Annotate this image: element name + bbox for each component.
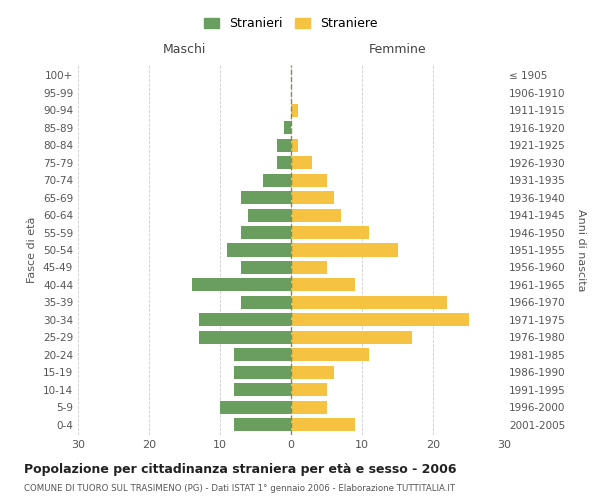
- Bar: [291, 244, 398, 256]
- Bar: [291, 261, 326, 274]
- Bar: [291, 174, 326, 186]
- Bar: [291, 418, 355, 431]
- Text: Maschi: Maschi: [163, 44, 206, 57]
- Bar: [248, 208, 291, 222]
- Bar: [234, 348, 291, 362]
- Bar: [199, 330, 291, 344]
- Text: Femmine: Femmine: [368, 44, 427, 57]
- Bar: [291, 400, 326, 413]
- Bar: [291, 383, 326, 396]
- Bar: [291, 366, 334, 378]
- Bar: [241, 226, 291, 239]
- Bar: [277, 156, 291, 170]
- Bar: [234, 418, 291, 431]
- Bar: [291, 330, 412, 344]
- Bar: [291, 296, 447, 309]
- Y-axis label: Anni di nascita: Anni di nascita: [577, 209, 586, 291]
- Y-axis label: Fasce di età: Fasce di età: [28, 217, 37, 283]
- Bar: [291, 314, 469, 326]
- Bar: [291, 278, 355, 291]
- Bar: [291, 348, 369, 362]
- Bar: [291, 208, 341, 222]
- Bar: [227, 244, 291, 256]
- Bar: [291, 156, 313, 170]
- Text: COMUNE DI TUORO SUL TRASIMENO (PG) - Dati ISTAT 1° gennaio 2006 - Elaborazione T: COMUNE DI TUORO SUL TRASIMENO (PG) - Dat…: [24, 484, 455, 493]
- Bar: [277, 138, 291, 152]
- Bar: [199, 314, 291, 326]
- Bar: [234, 366, 291, 378]
- Bar: [191, 278, 291, 291]
- Bar: [220, 400, 291, 413]
- Legend: Stranieri, Straniere: Stranieri, Straniere: [199, 12, 383, 35]
- Bar: [234, 383, 291, 396]
- Bar: [284, 122, 291, 134]
- Bar: [241, 296, 291, 309]
- Bar: [241, 191, 291, 204]
- Bar: [291, 226, 369, 239]
- Bar: [291, 104, 298, 117]
- Bar: [291, 138, 298, 152]
- Bar: [291, 191, 334, 204]
- Text: Popolazione per cittadinanza straniera per età e sesso - 2006: Popolazione per cittadinanza straniera p…: [24, 462, 457, 475]
- Bar: [263, 174, 291, 186]
- Bar: [241, 261, 291, 274]
